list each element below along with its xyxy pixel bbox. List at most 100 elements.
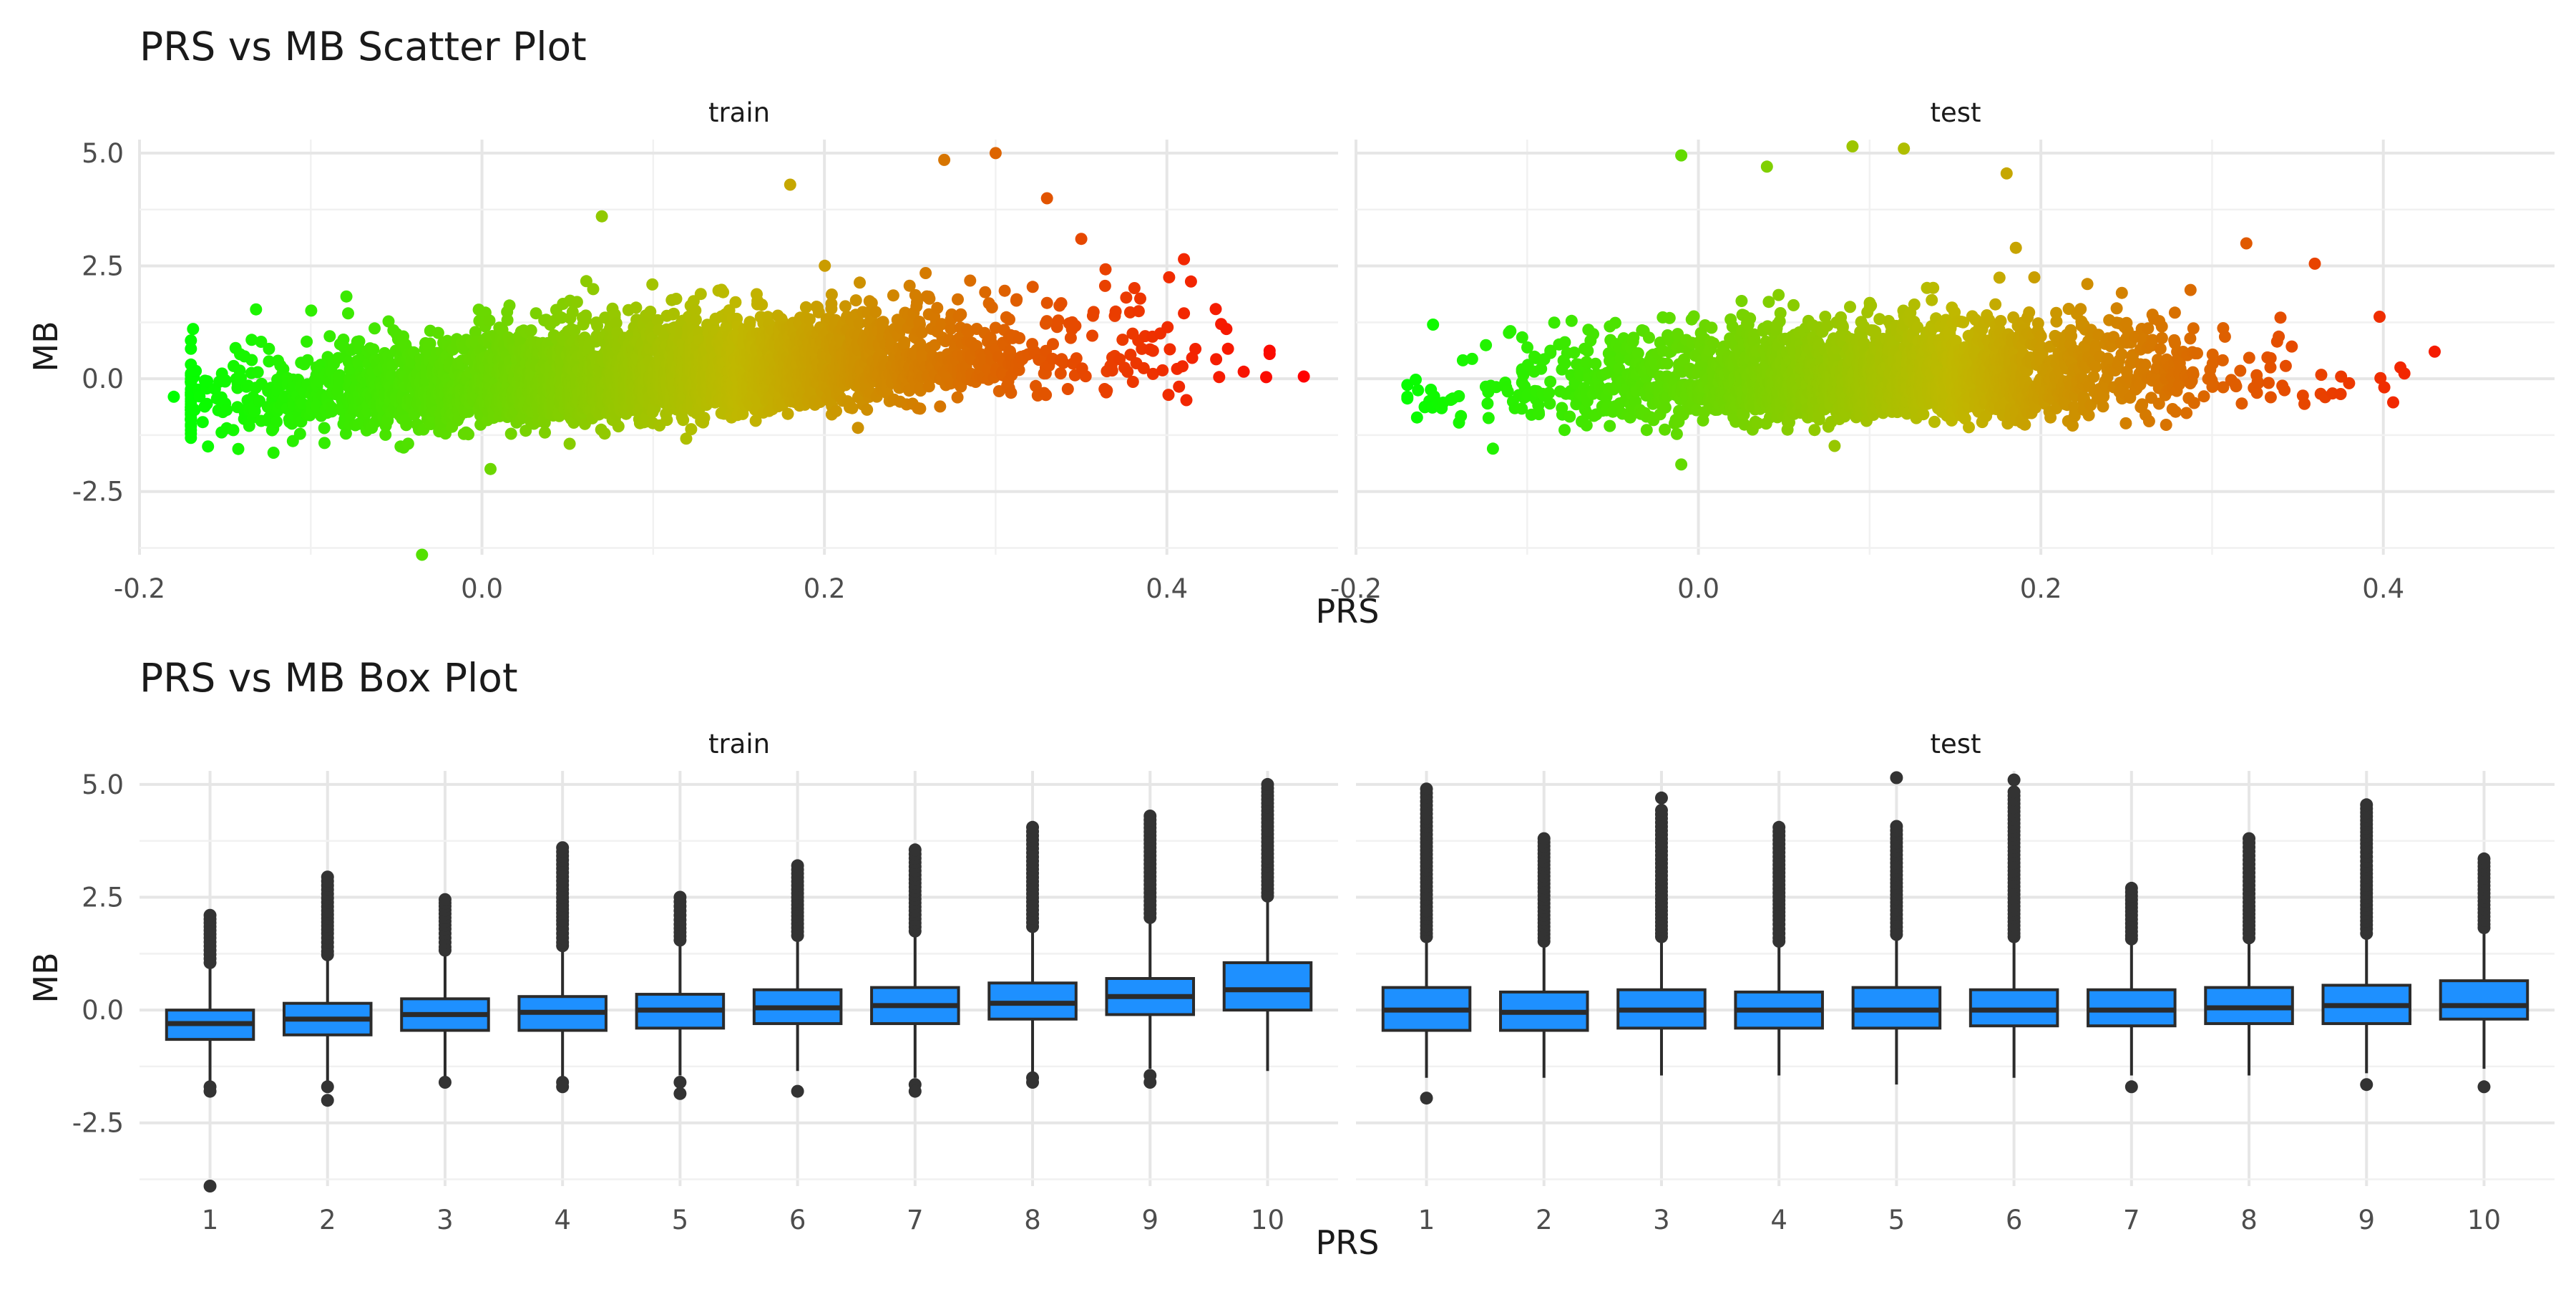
- scatter-train-point: [955, 309, 967, 321]
- scatter-train-point: [847, 402, 859, 414]
- scatter-test-point: [1412, 384, 1424, 397]
- scatter-test-point: [1504, 325, 1516, 337]
- scatter-test-point: [1566, 315, 1578, 327]
- scatter-train-point: [934, 400, 946, 412]
- scatter-train-point: [1178, 253, 1190, 266]
- scatter-train-point: [197, 416, 209, 428]
- scatter-train-point: [613, 420, 625, 432]
- scatter-train-point: [187, 323, 199, 335]
- scatter-test-point: [1808, 424, 1820, 436]
- scatter-train-x-tick-label: 0.0: [461, 573, 503, 604]
- scatter-train-point: [1047, 338, 1059, 350]
- scatter-train-point: [245, 354, 258, 366]
- scatter-y-axis-title: MB: [26, 321, 65, 371]
- scatter-test-point: [1543, 397, 1556, 409]
- scatter-train-point: [318, 437, 331, 449]
- scatter-train-point: [952, 392, 964, 404]
- scatter-train-point: [369, 322, 381, 334]
- scatter-train-point: [990, 147, 1002, 159]
- scatter-train-point: [268, 447, 280, 459]
- scatter-train-point: [1147, 345, 1159, 357]
- scatter-train-point: [695, 288, 707, 300]
- scatter-train-point: [1163, 344, 1176, 356]
- scatter-train-point: [484, 314, 496, 326]
- scatter-train-point: [1176, 360, 1189, 372]
- scatter-train-point: [850, 294, 862, 306]
- scatter-train-point: [564, 438, 576, 450]
- scatter-test-point: [1772, 289, 1785, 301]
- scatter-train-point: [784, 179, 796, 191]
- scatter-train-point: [571, 296, 583, 308]
- scatter-train-point: [1041, 315, 1053, 327]
- scatter-train-point: [1027, 281, 1039, 293]
- scatter-test-point: [1480, 339, 1492, 351]
- scatter-train-point: [539, 427, 551, 439]
- scatter-test-x-tick-label: 0.0: [1677, 573, 1719, 604]
- scatter-train-point: [402, 437, 414, 450]
- scatter-train-point: [630, 301, 642, 314]
- scatter-test-point: [1828, 440, 1840, 452]
- scatter-test-point: [1410, 374, 1422, 386]
- scatter-train-point: [819, 260, 831, 272]
- scatter-train-x-tick-label: 0.2: [804, 573, 846, 604]
- scatter-test-point: [1744, 312, 1756, 324]
- scatter-train-point: [484, 463, 497, 475]
- scatter-train-y-tick-label: 2.5: [82, 251, 124, 282]
- scatter-train-point: [1210, 303, 1222, 315]
- scatter-train-point: [318, 422, 331, 434]
- scatter-test-point: [1568, 346, 1581, 359]
- scatter-train-point: [1040, 389, 1052, 401]
- scatter-test-point: [1587, 328, 1599, 340]
- scatter-test-point: [1705, 321, 1717, 334]
- scatter-train-point: [301, 336, 313, 348]
- scatter-train-point: [185, 424, 197, 436]
- scatter-train-x-tick-label: -0.2: [114, 573, 165, 604]
- scatter-train-point: [505, 428, 517, 440]
- scatter-test-point: [1762, 296, 1775, 308]
- scatter-train-point: [1069, 320, 1081, 332]
- scatter-test-point: [1543, 387, 1555, 399]
- scatter-test-x-tick-label: 0.2: [2020, 573, 2062, 604]
- scatter-test-point: [1787, 299, 1800, 311]
- scatter-train-point: [1080, 370, 1092, 382]
- scatter-train-point: [1100, 263, 1112, 276]
- scatter-train-point: [504, 299, 516, 311]
- scatter-train-point: [202, 440, 214, 452]
- scatter-train-point: [717, 286, 729, 298]
- scatter-train-y-tick-label: 5.0: [82, 138, 124, 169]
- scatter-test-x-tick-label: 0.4: [2362, 573, 2404, 604]
- scatter-train-point: [263, 343, 275, 355]
- scatter-train-point: [1120, 291, 1132, 303]
- scatter-train-point: [1156, 364, 1169, 377]
- scatter-train-point: [685, 423, 697, 435]
- box-y-axis-title: MB: [26, 952, 65, 1003]
- scatter-train-point: [305, 304, 317, 316]
- scatter-train-point: [502, 314, 514, 326]
- box-facet-label-train: train: [708, 729, 770, 759]
- scatter-train-point: [596, 210, 608, 223]
- scatter-train-point: [1181, 394, 1193, 407]
- scatter-test-point: [1559, 357, 1571, 369]
- scatter-plot-title: PRS vs MB Scatter Plot: [140, 24, 587, 69]
- scatter-train-point: [931, 302, 943, 314]
- scatter-train-point: [525, 324, 537, 336]
- scatter-train-point: [660, 414, 673, 426]
- scatter-train-point: [1133, 305, 1145, 317]
- scatter-train-y-tick-label: 0.0: [82, 364, 124, 394]
- scatter-train-point: [979, 286, 991, 298]
- scatter-train-point: [1041, 297, 1053, 309]
- scatter-train-point: [1003, 314, 1015, 326]
- scatter-train-point: [294, 428, 306, 440]
- scatter-train-point: [898, 336, 910, 349]
- scatter-train-point: [580, 309, 592, 321]
- scatter-train-point: [869, 306, 882, 318]
- scatter-train-point: [756, 298, 768, 311]
- scatter-train-point: [1088, 306, 1100, 318]
- scatter-train-point: [826, 288, 838, 301]
- scatter-test-point: [1643, 331, 1655, 344]
- scatter-train-point: [462, 428, 474, 440]
- scatter-train-point: [690, 314, 702, 326]
- scatter-train-point: [1101, 384, 1113, 397]
